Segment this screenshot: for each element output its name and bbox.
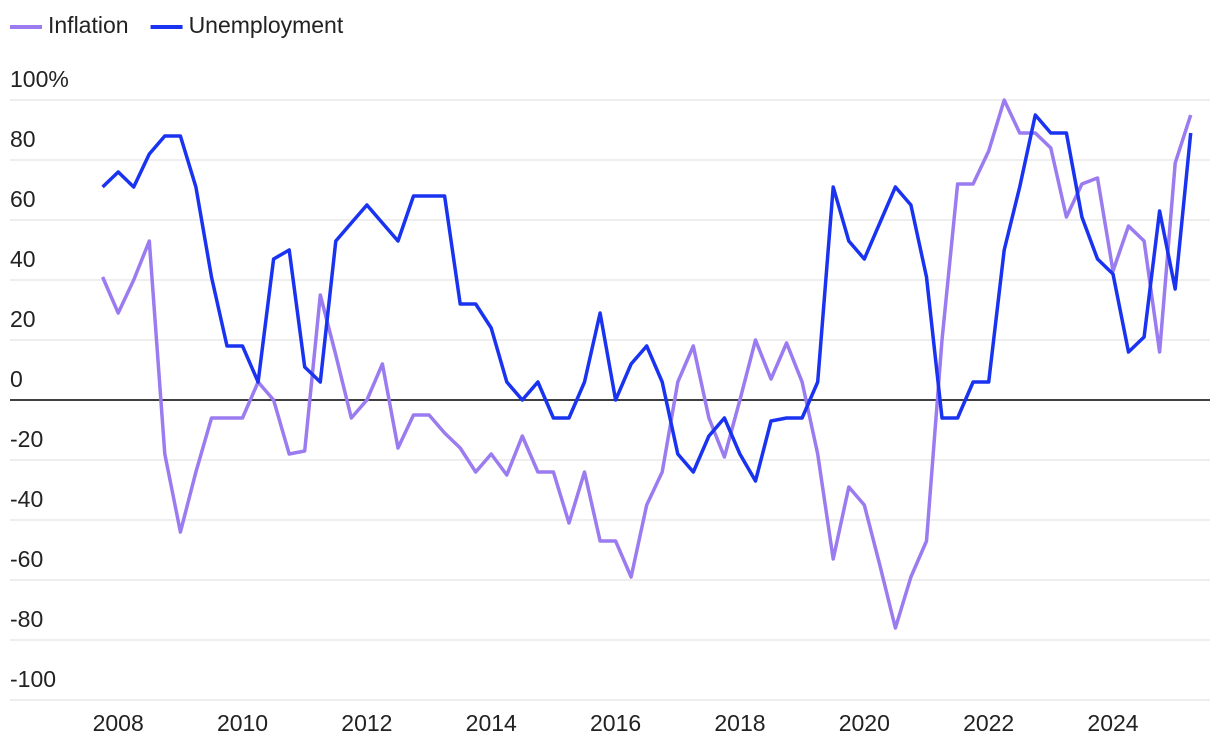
x-tick-label: 2014 xyxy=(466,710,517,736)
x-tick-label: 2010 xyxy=(217,710,268,736)
x-tick-label: 2016 xyxy=(590,710,641,736)
y-tick-label: 60 xyxy=(10,186,36,212)
y-tick-label: -40 xyxy=(10,486,43,512)
y-tick-label: -60 xyxy=(10,546,43,572)
legend-label: Inflation xyxy=(48,12,129,38)
series-line xyxy=(101,113,1193,483)
y-tick-label: 100% xyxy=(10,66,69,92)
x-tick-label: 2012 xyxy=(341,710,392,736)
y-tick-label: -80 xyxy=(10,606,43,632)
y-tick-label: -20 xyxy=(10,426,43,452)
y-tick-label: 0 xyxy=(10,366,23,392)
x-tick-label: 2008 xyxy=(93,710,144,736)
series-line xyxy=(100,98,1193,630)
x-tick-label: 2018 xyxy=(714,710,765,736)
x-tick-label: 2022 xyxy=(963,710,1014,736)
y-tick-label: 80 xyxy=(10,126,36,152)
y-tick-label: 20 xyxy=(10,306,36,332)
x-tick-label: 2024 xyxy=(1087,710,1138,736)
y-tick-label: 40 xyxy=(10,246,36,272)
legend-label: Unemployment xyxy=(189,12,344,38)
x-tick-label: 2020 xyxy=(839,710,890,736)
y-tick-label: -100 xyxy=(10,666,56,692)
